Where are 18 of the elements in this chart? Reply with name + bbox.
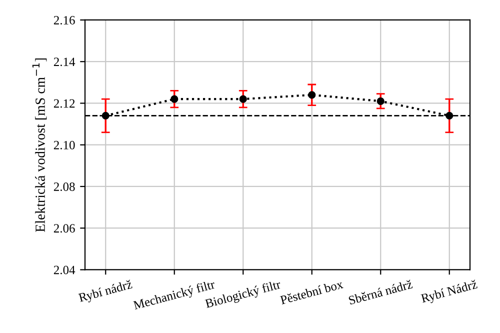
x-tick-label: Rybí Nádrž: [420, 280, 478, 306]
y-tick-label: 2.10: [54, 140, 75, 150]
point: [446, 112, 454, 120]
point: [102, 112, 110, 120]
y-axis-title: Elektrická vodivost [mS cm$^{−1}$]: [32, 58, 47, 232]
y-tick-label: 2.06: [54, 224, 75, 233]
y-tick-label: 2.16: [54, 16, 75, 24]
y-tick-label: 2.08: [54, 182, 75, 191]
y-tick-label: 2.12: [54, 99, 75, 108]
point: [308, 91, 316, 99]
point: [376, 97, 384, 105]
y-tick-label: 2.04: [54, 266, 76, 274]
point: [239, 95, 247, 103]
x-tick-label: Pěstební box: [280, 279, 344, 304]
point: [170, 95, 178, 103]
x-tick-label: Sběrná nádrž: [348, 280, 413, 305]
x-tick-label: Rybí nádrž: [78, 280, 134, 305]
y-tick-label: 2.14: [54, 58, 76, 66]
